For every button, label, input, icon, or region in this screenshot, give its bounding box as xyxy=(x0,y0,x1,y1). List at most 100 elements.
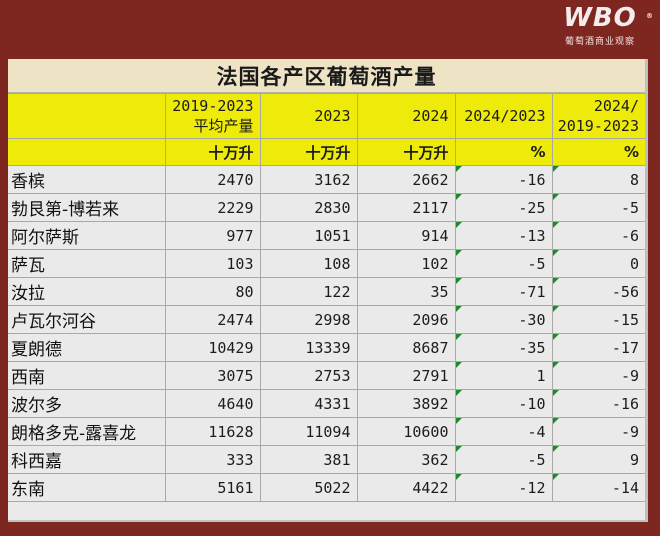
table-row: 朗格多克-露喜龙 11628 11094 10600 -4 -9 xyxy=(8,417,645,446)
pct-vs-avg-cell[interactable]: -5 xyxy=(551,193,645,222)
value-2024-cell[interactable]: 2662 xyxy=(356,165,456,194)
region-cell[interactable]: 朗格多克-露喜龙 xyxy=(8,417,166,446)
region-cell[interactable]: 卢瓦尔河谷 xyxy=(8,305,166,334)
pct-vs-avg-cell[interactable]: -16 xyxy=(551,389,645,418)
value-2023-cell[interactable]: 5022 xyxy=(259,473,358,502)
pct-vs-2023-cell[interactable]: -5 xyxy=(454,445,553,474)
avg-cell[interactable]: 2470 xyxy=(164,165,261,194)
value-2023-cell[interactable]: 11094 xyxy=(259,417,358,446)
value-2023-cell[interactable]: 2753 xyxy=(259,361,358,390)
value-2024-cell[interactable]: 914 xyxy=(356,221,456,250)
unit-cell[interactable] xyxy=(8,138,166,166)
region-cell[interactable]: 萨瓦 xyxy=(8,249,166,278)
value-2023-cell[interactable]: 2830 xyxy=(259,193,358,222)
value-2024-cell[interactable]: 4422 xyxy=(356,473,456,502)
pct-vs-avg-cell[interactable]: -6 xyxy=(551,221,645,250)
value-2023-cell[interactable]: 13339 xyxy=(259,333,358,362)
region-cell[interactable]: 勃艮第-博若来 xyxy=(8,193,166,222)
region-cell[interactable]: 汝拉 xyxy=(8,277,166,306)
header-cell-2023[interactable]: 2023 xyxy=(259,93,358,139)
spreadsheet-panel: 法国各产区葡萄酒产量 2019-2023 平均产量 2023 2024 2024/… xyxy=(8,59,648,522)
avg-cell[interactable]: 103 xyxy=(164,249,261,278)
unit-cell[interactable]: 十万升 xyxy=(259,138,358,166)
region-cell[interactable]: 阿尔萨斯 xyxy=(8,221,166,250)
region-cell[interactable]: 香槟 xyxy=(8,165,166,194)
table-row: 科西嘉 333 381 362 -5 9 xyxy=(8,445,645,474)
unit-cell[interactable]: 十万升 xyxy=(356,138,456,166)
header-pct-avg-line1: 2024/ xyxy=(593,97,639,115)
value-2023-cell[interactable]: 1051 xyxy=(259,221,358,250)
value-2024-cell[interactable]: 102 xyxy=(356,249,456,278)
value-2024-cell[interactable]: 8687 xyxy=(356,333,456,362)
region-cell[interactable]: 西南 xyxy=(8,361,166,390)
avg-cell[interactable]: 3075 xyxy=(164,361,261,390)
wbo-logo: WBO ® 葡萄酒商业观察 xyxy=(550,4,653,47)
value-2024-cell[interactable]: 2117 xyxy=(356,193,456,222)
region-cell[interactable]: 波尔多 xyxy=(8,389,166,418)
pct-vs-2023-cell[interactable]: -13 xyxy=(454,221,553,250)
unit-cell[interactable]: 十万升 xyxy=(164,138,261,166)
pct-vs-2023-cell[interactable]: -35 xyxy=(454,333,553,362)
pct-vs-avg-cell[interactable]: -9 xyxy=(551,361,645,390)
header-row: 2019-2023 平均产量 2023 2024 2024/2023 2024/2… xyxy=(8,93,645,139)
pct-vs-avg-cell[interactable]: -14 xyxy=(551,473,645,502)
pct-vs-avg-cell[interactable]: 8 xyxy=(551,165,645,194)
region-cell[interactable]: 夏朗德 xyxy=(8,333,166,362)
value-2023-cell[interactable]: 381 xyxy=(259,445,358,474)
value-2024-cell[interactable]: 10600 xyxy=(356,417,456,446)
pct-vs-2023-cell[interactable]: -30 xyxy=(454,305,553,334)
pct-vs-avg-cell[interactable]: -17 xyxy=(551,333,645,362)
value-2024-cell[interactable]: 2791 xyxy=(356,361,456,390)
header-cell-2024[interactable]: 2024 xyxy=(356,93,456,139)
avg-cell[interactable]: 11628 xyxy=(164,417,261,446)
header-cell-pct-avg[interactable]: 2024/2019-2023 xyxy=(551,93,645,139)
table-row: 夏朗德 10429 13339 8687 -35 -17 xyxy=(8,333,645,362)
table-body: 香槟 2470 3162 2662 -16 8 勃艮第-博若来 2229 2830 2117 -25… xyxy=(8,165,645,502)
header-pct-avg-line2: 2019-2023 xyxy=(557,117,639,135)
pct-vs-2023-cell[interactable]: -5 xyxy=(454,249,553,278)
registered-mark: ® xyxy=(646,12,654,20)
value-2024-cell[interactable]: 35 xyxy=(356,277,456,306)
pct-vs-avg-cell[interactable]: -9 xyxy=(551,417,645,446)
avg-cell[interactable]: 977 xyxy=(164,221,261,250)
logo-subtitle: 葡萄酒商业观察 xyxy=(564,37,635,47)
pct-vs-2023-cell[interactable]: -10 xyxy=(454,389,553,418)
region-cell[interactable]: 科西嘉 xyxy=(8,445,166,474)
header-2024: 2024 xyxy=(412,107,449,125)
header-cell-region[interactable] xyxy=(8,93,166,139)
avg-cell[interactable]: 10429 xyxy=(164,333,261,362)
pct-vs-2023-cell[interactable]: 1 xyxy=(454,361,553,390)
unit-cell[interactable]: % xyxy=(551,138,645,166)
value-2023-cell[interactable]: 122 xyxy=(259,277,358,306)
table-row: 阿尔萨斯 977 1051 914 -13 -6 xyxy=(8,221,645,250)
pct-vs-avg-cell[interactable]: 0 xyxy=(551,249,645,278)
value-2024-cell[interactable]: 3892 xyxy=(356,389,456,418)
pct-vs-2023-cell[interactable]: -12 xyxy=(454,473,553,502)
pct-vs-avg-cell[interactable]: 9 xyxy=(551,445,645,474)
value-2023-cell[interactable]: 4331 xyxy=(259,389,358,418)
table-row: 勃艮第-博若来 2229 2830 2117 -25 -5 xyxy=(8,193,645,222)
avg-cell[interactable]: 80 xyxy=(164,277,261,306)
avg-cell[interactable]: 2229 xyxy=(164,193,261,222)
table-row: 萨瓦 103 108 102 -5 0 xyxy=(8,249,645,278)
header-2023: 2023 xyxy=(314,107,351,125)
value-2023-cell[interactable]: 2998 xyxy=(259,305,358,334)
header-cell-avg[interactable]: 2019-2023 平均产量 xyxy=(164,93,261,139)
pct-vs-avg-cell[interactable]: -56 xyxy=(551,277,645,306)
avg-cell[interactable]: 333 xyxy=(164,445,261,474)
pct-vs-2023-cell[interactable]: -71 xyxy=(454,277,553,306)
value-2024-cell[interactable]: 362 xyxy=(356,445,456,474)
pct-vs-avg-cell[interactable]: -15 xyxy=(551,305,645,334)
region-cell[interactable]: 东南 xyxy=(8,473,166,502)
avg-cell[interactable]: 2474 xyxy=(164,305,261,334)
value-2023-cell[interactable]: 3162 xyxy=(259,165,358,194)
pct-vs-2023-cell[interactable]: -4 xyxy=(454,417,553,446)
value-2024-cell[interactable]: 2096 xyxy=(356,305,456,334)
value-2023-cell[interactable]: 108 xyxy=(259,249,358,278)
avg-cell[interactable]: 4640 xyxy=(164,389,261,418)
pct-vs-2023-cell[interactable]: -25 xyxy=(454,193,553,222)
header-cell-pct-2023[interactable]: 2024/2023 xyxy=(454,93,553,139)
unit-cell[interactable]: % xyxy=(454,138,553,166)
pct-vs-2023-cell[interactable]: -16 xyxy=(454,165,553,194)
avg-cell[interactable]: 5161 xyxy=(164,473,261,502)
